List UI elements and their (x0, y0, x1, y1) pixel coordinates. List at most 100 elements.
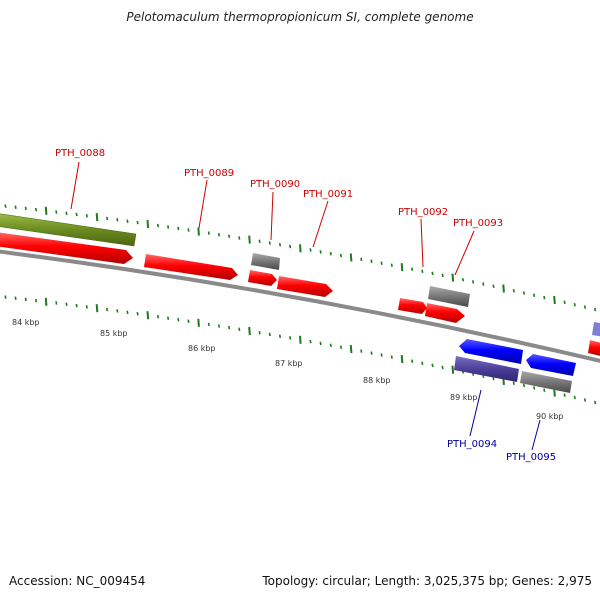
ruler-minor-tick (329, 251, 332, 256)
ruler-minor-tick (85, 305, 88, 309)
ruler-minor-tick (573, 395, 576, 400)
ruler-minor-tick (228, 325, 231, 330)
ruler-minor-tick (441, 365, 444, 370)
ruler-major-tick (502, 284, 505, 293)
ruler-minor-tick (583, 305, 587, 309)
ruler-minor-tick (370, 259, 373, 264)
ruler-minor-tick (24, 297, 27, 302)
ruler-major-tick (299, 244, 302, 253)
ruler-major-tick (146, 311, 150, 320)
ruler-minor-tick (309, 248, 312, 252)
ruler-minor-tick (512, 381, 515, 385)
cds-arrow-pth-0089[interactable] (144, 254, 238, 280)
ruler-minor-tick (106, 307, 109, 312)
ruler-minor-tick (472, 280, 475, 284)
accession-text: Accession: NC_009454 (9, 574, 146, 588)
gene-label-pth-0089[interactable]: PTH_0089 (184, 168, 234, 179)
genome-stats-text: Topology: circular; Length: 3,025,375 bp… (262, 574, 592, 588)
ruler-minor-tick (411, 359, 414, 363)
kbp-label-89: 89 kbp (450, 393, 478, 402)
ruler-minor-tick (522, 291, 526, 295)
ruler-minor-tick (370, 351, 373, 355)
ruler-minor-tick (563, 393, 566, 397)
ruler-minor-tick (177, 226, 180, 231)
gene-label-pth-0091[interactable]: PTH_0091 (303, 189, 353, 200)
ruler-minor-tick (543, 295, 546, 300)
ruler-minor-tick (116, 309, 119, 313)
cds-arrow-pth-0094-blue[interactable] (459, 339, 523, 364)
kbp-label-88: 88 kbp (363, 376, 391, 385)
cds-arrow-pth-0095-blue[interactable] (526, 354, 576, 376)
ruler-minor-tick (339, 345, 343, 349)
ruler-minor-tick (411, 267, 414, 271)
ruler-major-tick (553, 388, 556, 397)
ruler-minor-tick (268, 241, 271, 245)
dark-feature-pth-0094[interactable] (454, 356, 519, 382)
ruler-minor-tick (380, 353, 383, 357)
ruler-minor-tick (492, 376, 495, 381)
kbp-label-90: 90 kbp (536, 412, 564, 421)
ruler-minor-tick (228, 234, 231, 239)
cds-arrow-pth-0091[interactable] (277, 276, 333, 297)
ruler-major-tick (95, 213, 99, 222)
ruler-minor-tick (329, 343, 332, 348)
ruler-major-tick (299, 335, 302, 344)
ruler-minor-tick (390, 263, 393, 267)
gene-label-pth-0090[interactable]: PTH_0090 (250, 179, 300, 190)
ruler-major-tick (248, 326, 251, 336)
ruler-minor-tick (4, 204, 7, 208)
ruler-minor-tick (258, 239, 261, 244)
ruler-minor-tick (156, 314, 160, 319)
gray-feature-pth-0093[interactable] (428, 286, 470, 307)
gray-feature-pth-0090[interactable] (251, 253, 280, 270)
ruler-minor-tick (421, 269, 424, 274)
ruler-minor-tick (431, 363, 434, 368)
ruler-minor-tick (573, 302, 576, 307)
kbp-label-87: 87 kbp (275, 359, 303, 368)
kbp-label-85: 85 kbp (100, 329, 128, 338)
cds-arrow-pth-0088[interactable] (0, 232, 133, 264)
gene-label-pth-0094[interactable]: PTH_0094 (447, 439, 497, 450)
gene-label-pth-0092[interactable]: PTH_0092 (398, 207, 448, 218)
ruler-minor-tick (217, 232, 221, 237)
ruler-minor-tick (278, 334, 282, 338)
ruler-minor-tick (14, 296, 17, 300)
ruler-minor-tick (258, 330, 261, 335)
cds-arrow-pth-0090-red[interactable] (248, 270, 277, 286)
genome-title: Pelotomaculum thermopropionicum SI, comp… (126, 10, 474, 24)
ruler-minor-tick (238, 236, 241, 240)
ruler-minor-tick (543, 388, 546, 392)
cds-arrow-pth-0092[interactable] (398, 298, 427, 314)
ruler-minor-tick (309, 339, 312, 344)
ruler-major-tick (349, 253, 353, 262)
cds-arrow-edge[interactable] (588, 340, 600, 357)
ruler-minor-tick (65, 211, 68, 216)
gene-label-pth-0088[interactable]: PTH_0088 (55, 148, 105, 159)
ruler-minor-tick (441, 273, 444, 278)
ruler-major-tick (553, 295, 556, 305)
genome-backbone (0, 249, 600, 363)
cds-arrow-pth-0093[interactable] (425, 303, 465, 323)
ruler-minor-tick (217, 324, 221, 328)
ruler-minor-tick (126, 219, 129, 223)
gene-label-pth-0093[interactable]: PTH_0093 (453, 218, 503, 229)
ruler-minor-tick (482, 282, 485, 286)
ruler-minor-tick (55, 210, 58, 214)
gene-label-pth-0095[interactable]: PTH_0095 (506, 452, 556, 463)
cds-arrow-edge-blue[interactable] (592, 322, 600, 337)
ruler-minor-tick (431, 271, 434, 276)
ruler-minor-tick (238, 327, 241, 332)
ruler-minor-tick (533, 386, 536, 390)
ruler-major-tick (44, 297, 48, 306)
ruler-minor-tick (563, 300, 566, 305)
ruler-minor-tick (278, 242, 282, 247)
ruler-minor-tick (207, 231, 210, 235)
ruler-minor-tick (268, 332, 271, 337)
ruler-minor-tick (14, 205, 17, 209)
gray-feature-inner-0095[interactable] (520, 371, 572, 393)
ruler-minor-tick (187, 228, 190, 232)
ruler-major-tick (197, 318, 200, 327)
ruler-minor-tick (106, 216, 109, 221)
ruler-major-tick (248, 235, 251, 244)
ruler-minor-tick (34, 298, 38, 303)
